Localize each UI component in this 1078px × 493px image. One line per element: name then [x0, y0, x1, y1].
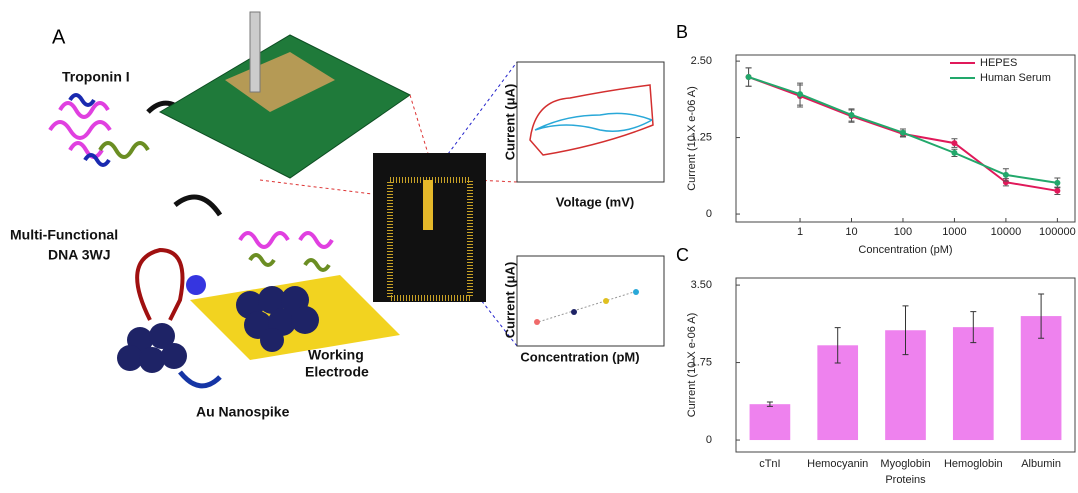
inset-dot	[633, 289, 639, 295]
point	[951, 150, 957, 156]
protein	[240, 233, 332, 247]
x-tick-label: 1	[797, 226, 803, 238]
x-tick-label: cTnI	[759, 458, 780, 470]
electrode-label: Working	[308, 347, 364, 363]
inset-frame	[517, 256, 664, 346]
bar	[953, 327, 994, 440]
x-axis-label: Proteins	[885, 474, 926, 486]
dna	[137, 250, 182, 320]
point	[900, 130, 906, 136]
electrode-label: Electrode	[305, 364, 369, 380]
y-tick-label: 0	[706, 208, 712, 220]
y-tick-label: 0	[706, 434, 712, 446]
x-tick-label: 1000	[942, 226, 966, 238]
legend-label: Human Serum	[980, 72, 1051, 84]
troponin-label: Troponin I	[62, 69, 130, 85]
inset-dot	[571, 309, 577, 315]
x-tick-label: Albumin	[1021, 458, 1061, 470]
protein	[100, 143, 148, 157]
protein	[250, 255, 329, 270]
dna-label: DNA 3WJ	[48, 247, 111, 263]
x-tick-label: 100	[894, 226, 912, 238]
panel-label: A	[52, 26, 66, 48]
x-tick-label: 10	[845, 226, 857, 238]
inset-dot	[603, 298, 609, 304]
figure: A Troponin I Multi-Functional DNA 3WJ	[0, 0, 1078, 488]
inset-x-label: Concentration (pM)	[520, 349, 639, 364]
guide	[410, 95, 430, 160]
inset-y-label: Current (μA)	[502, 262, 517, 339]
dna-label: Multi-Functional	[10, 227, 118, 243]
x-tick-label: Myoglobin	[880, 458, 930, 470]
point	[849, 112, 855, 118]
probe	[250, 12, 260, 92]
y-tick-label: 3.50	[691, 279, 712, 291]
y-axis-label: Current (10 X e-06 A)	[686, 86, 698, 191]
bar	[750, 404, 791, 440]
bead	[186, 275, 206, 295]
inset-dot	[534, 319, 540, 325]
x-tick-label: 10000	[991, 226, 1022, 238]
y-tick-label: 2.50	[691, 55, 712, 67]
x-tick-label: Hemoglobin	[944, 458, 1003, 470]
point	[746, 74, 752, 80]
panel-label: C	[676, 245, 689, 265]
nanospike-label: Au Nanospike	[196, 404, 290, 420]
point	[797, 91, 803, 97]
point	[1054, 188, 1060, 194]
point	[951, 140, 957, 146]
x-axis-label: Concentration (pM)	[858, 244, 952, 256]
panel-label: B	[676, 22, 688, 42]
x-tick-label: Hemocyanin	[807, 458, 868, 470]
x-tick-label: 100000	[1039, 226, 1076, 238]
panel-a: A Troponin I Multi-Functional DNA 3WJ	[10, 12, 664, 420]
point	[1054, 180, 1060, 186]
inset-frame	[517, 62, 664, 182]
y-axis-label: Current (10 X e-06 A)	[686, 313, 698, 418]
inset-x-label: Voltage (mV)	[556, 194, 635, 209]
arrow	[175, 197, 220, 215]
point	[1003, 172, 1009, 178]
inset-y-label: Current (μA)	[502, 84, 517, 161]
nanospike	[117, 323, 187, 373]
guide	[260, 180, 380, 195]
arrow	[180, 372, 220, 386]
legend-label: HEPES	[980, 57, 1017, 69]
chip-electrode	[423, 180, 433, 230]
